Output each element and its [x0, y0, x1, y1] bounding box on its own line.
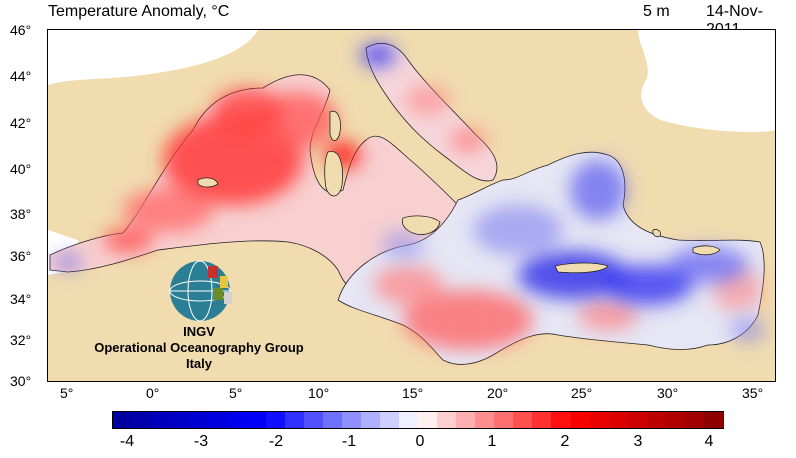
nodata-region-north: [48, 30, 258, 85]
island-corsica: [329, 110, 341, 141]
lat-tick-label: 42°: [10, 115, 32, 131]
colorbar: [112, 411, 725, 429]
colorbar-step: [475, 412, 496, 428]
colorbar-label: -4: [119, 433, 135, 450]
lat-tick-label: 44°: [10, 68, 32, 84]
colorbar-step: [646, 412, 668, 428]
ingv-logo: [169, 260, 232, 322]
colorbar-step: [437, 412, 458, 428]
colorbar-step: [284, 412, 305, 428]
lon-tick-label: 25°: [571, 385, 593, 401]
colorbar-step: [551, 412, 572, 428]
map-title: Temperature Anomaly, °C: [48, 3, 230, 20]
colorbar-step: [532, 412, 553, 428]
colorbar-step: [227, 412, 248, 428]
colorbar-step: [665, 412, 687, 428]
colorbar-step: [341, 412, 363, 428]
cool-anomalies: [54, 43, 766, 342]
colorbar-label: -2: [268, 433, 284, 450]
colorbar-step: [398, 412, 420, 428]
island-sardinia: [324, 151, 343, 197]
lon-tick-label: 5°: [229, 385, 243, 401]
lon-tick-label: 35°: [742, 385, 764, 401]
lat-tick-label: 40°: [10, 161, 32, 177]
lat-tick-label: 46°: [10, 22, 32, 38]
island-sicily: [401, 215, 441, 235]
colorbar-step: [684, 412, 706, 428]
lon-tick-label: 15°: [402, 385, 424, 401]
colorbar-step: [132, 412, 153, 428]
colorbar-label: -1: [341, 433, 357, 450]
lat-tick-label: 34°: [10, 291, 32, 307]
colorbar-step: [303, 412, 324, 428]
colorbar-step: [570, 412, 591, 428]
lon-tick-label: 30°: [657, 385, 679, 401]
warm-anomalies: [103, 86, 763, 350]
colorbar-step: [513, 412, 534, 428]
depth-label: 5 m: [643, 3, 670, 20]
colorbar-label: -3: [193, 433, 209, 450]
colorbar-step: [322, 412, 343, 428]
colorbar-step: [265, 412, 286, 428]
colorbar-step: [379, 412, 401, 428]
colorbar-step: [360, 412, 382, 428]
colorbar-step: [170, 412, 191, 428]
colorbar-label: 4: [704, 433, 714, 450]
lat-tick-label: 38°: [10, 206, 32, 222]
lon-tick-label: 0°: [146, 385, 160, 401]
logo-line-group: Operational Oceanography Group: [94, 340, 304, 355]
colorbar-label: 1: [487, 433, 497, 450]
colorbar-label: 3: [633, 433, 643, 450]
colorbar-step: [456, 412, 477, 428]
island-cyprus: [692, 245, 721, 256]
colorbar-step: [703, 412, 725, 428]
logo-line-ingv: INGV: [183, 324, 215, 339]
logo-line-country: Italy: [185, 356, 212, 371]
islands: [197, 110, 721, 274]
colorbar-step: [246, 412, 267, 428]
lon-tick-label: 20°: [487, 385, 509, 401]
colorbar-step: [608, 412, 629, 428]
colorbar-step: [189, 412, 210, 428]
colorbar-label: 0: [415, 433, 425, 450]
island-rhodes: [652, 229, 661, 238]
lat-tick-label: 36°: [10, 248, 32, 264]
lon-tick-label: 5°: [60, 385, 74, 401]
colorbar-step: [589, 412, 610, 428]
lon-tick-label: 10°: [308, 385, 330, 401]
sea-anomaly-map: [48, 30, 775, 365]
colorbar-step: [151, 412, 172, 428]
colorbar-label: 2: [560, 433, 570, 450]
colorbar-step: [113, 412, 134, 428]
colorbar-step: [208, 412, 229, 428]
nodata-region-black-sea: [638, 30, 775, 133]
map-frame: [47, 29, 776, 382]
colorbar-step: [494, 412, 515, 428]
lat-tick-label: 32°: [10, 332, 32, 348]
island-balearic: [197, 177, 219, 188]
colorbar-step: [627, 412, 648, 428]
colorbar-step: [418, 412, 439, 428]
lat-tick-label: 30°: [10, 373, 32, 389]
island-crete: [554, 262, 609, 274]
